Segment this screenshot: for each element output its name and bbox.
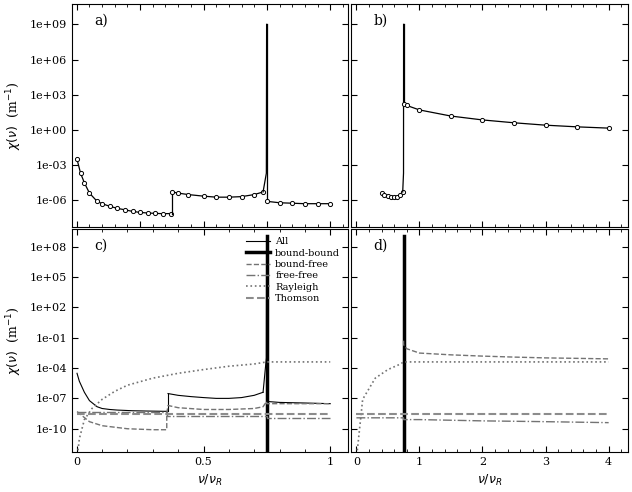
free-free xyxy=(276,415,283,421)
Rayleigh xyxy=(88,405,96,411)
bound-free xyxy=(276,400,283,406)
bound-free xyxy=(86,419,94,425)
bound-free xyxy=(163,411,171,417)
free-free xyxy=(225,413,233,419)
bound-free xyxy=(124,426,131,431)
free-free xyxy=(124,408,131,414)
bound-bound xyxy=(263,449,270,455)
Legend: All, bound-bound, bound-free, free-free, Rayleigh, Thomson: All, bound-bound, bound-free, free-free,… xyxy=(243,234,343,306)
Rayleigh xyxy=(111,388,119,394)
Rayleigh xyxy=(73,456,81,462)
bound-free xyxy=(164,402,172,408)
Thomson xyxy=(163,411,171,417)
bound-bound xyxy=(263,234,270,240)
Text: c): c) xyxy=(94,238,107,252)
free-free xyxy=(73,408,81,414)
Rayleigh xyxy=(200,367,207,372)
bound-free xyxy=(225,406,233,412)
Rayleigh xyxy=(174,370,182,376)
free-free xyxy=(263,415,270,421)
Text: d): d) xyxy=(374,238,388,252)
Rayleigh xyxy=(263,359,270,365)
bound-free xyxy=(264,400,272,406)
bound-free xyxy=(327,400,334,406)
Rayleigh xyxy=(75,436,83,442)
bound-free xyxy=(73,408,81,414)
Rayleigh xyxy=(276,359,283,365)
free-free xyxy=(149,408,157,414)
bound-free xyxy=(163,427,171,432)
Y-axis label: $\chi(\nu)$  (m$^{-1}$): $\chi(\nu)$ (m$^{-1}$) xyxy=(4,82,24,150)
bound-free xyxy=(174,405,182,411)
Text: a): a) xyxy=(94,13,107,28)
bound-free xyxy=(99,423,106,429)
Line: Rayleigh: Rayleigh xyxy=(77,362,331,459)
bound-free xyxy=(263,400,270,406)
Text: b): b) xyxy=(374,13,387,28)
Rayleigh xyxy=(327,359,334,365)
bound-free xyxy=(263,399,270,404)
X-axis label: $\nu/\nu_R$: $\nu/\nu_R$ xyxy=(477,472,502,488)
Rayleigh xyxy=(263,359,270,365)
X-axis label: $\nu/\nu_R$: $\nu/\nu_R$ xyxy=(197,472,222,488)
bound-free xyxy=(200,406,207,412)
Rayleigh xyxy=(124,382,131,388)
Line: bound-free: bound-free xyxy=(77,401,331,430)
bound-free xyxy=(301,400,308,406)
free-free xyxy=(99,408,106,414)
Thomson xyxy=(327,411,334,417)
Thomson xyxy=(73,411,81,417)
bound-free xyxy=(250,405,258,411)
free-free xyxy=(327,415,334,421)
Rayleigh xyxy=(149,375,157,381)
free-free xyxy=(263,413,270,419)
free-free xyxy=(163,408,171,414)
bound-free xyxy=(259,404,267,410)
Thomson xyxy=(263,411,270,417)
Rayleigh xyxy=(250,361,258,367)
Y-axis label: $\chi(\nu)$  (m$^{-1}$): $\chi(\nu)$ (m$^{-1}$) xyxy=(4,307,24,375)
free-free xyxy=(174,413,182,419)
Rayleigh xyxy=(81,417,88,423)
Rayleigh xyxy=(99,397,106,402)
Thomson xyxy=(263,411,270,417)
Thomson xyxy=(163,411,171,417)
Rayleigh xyxy=(225,363,233,369)
bound-free xyxy=(149,427,157,432)
Line: free-free: free-free xyxy=(77,411,331,418)
free-free xyxy=(163,413,171,419)
